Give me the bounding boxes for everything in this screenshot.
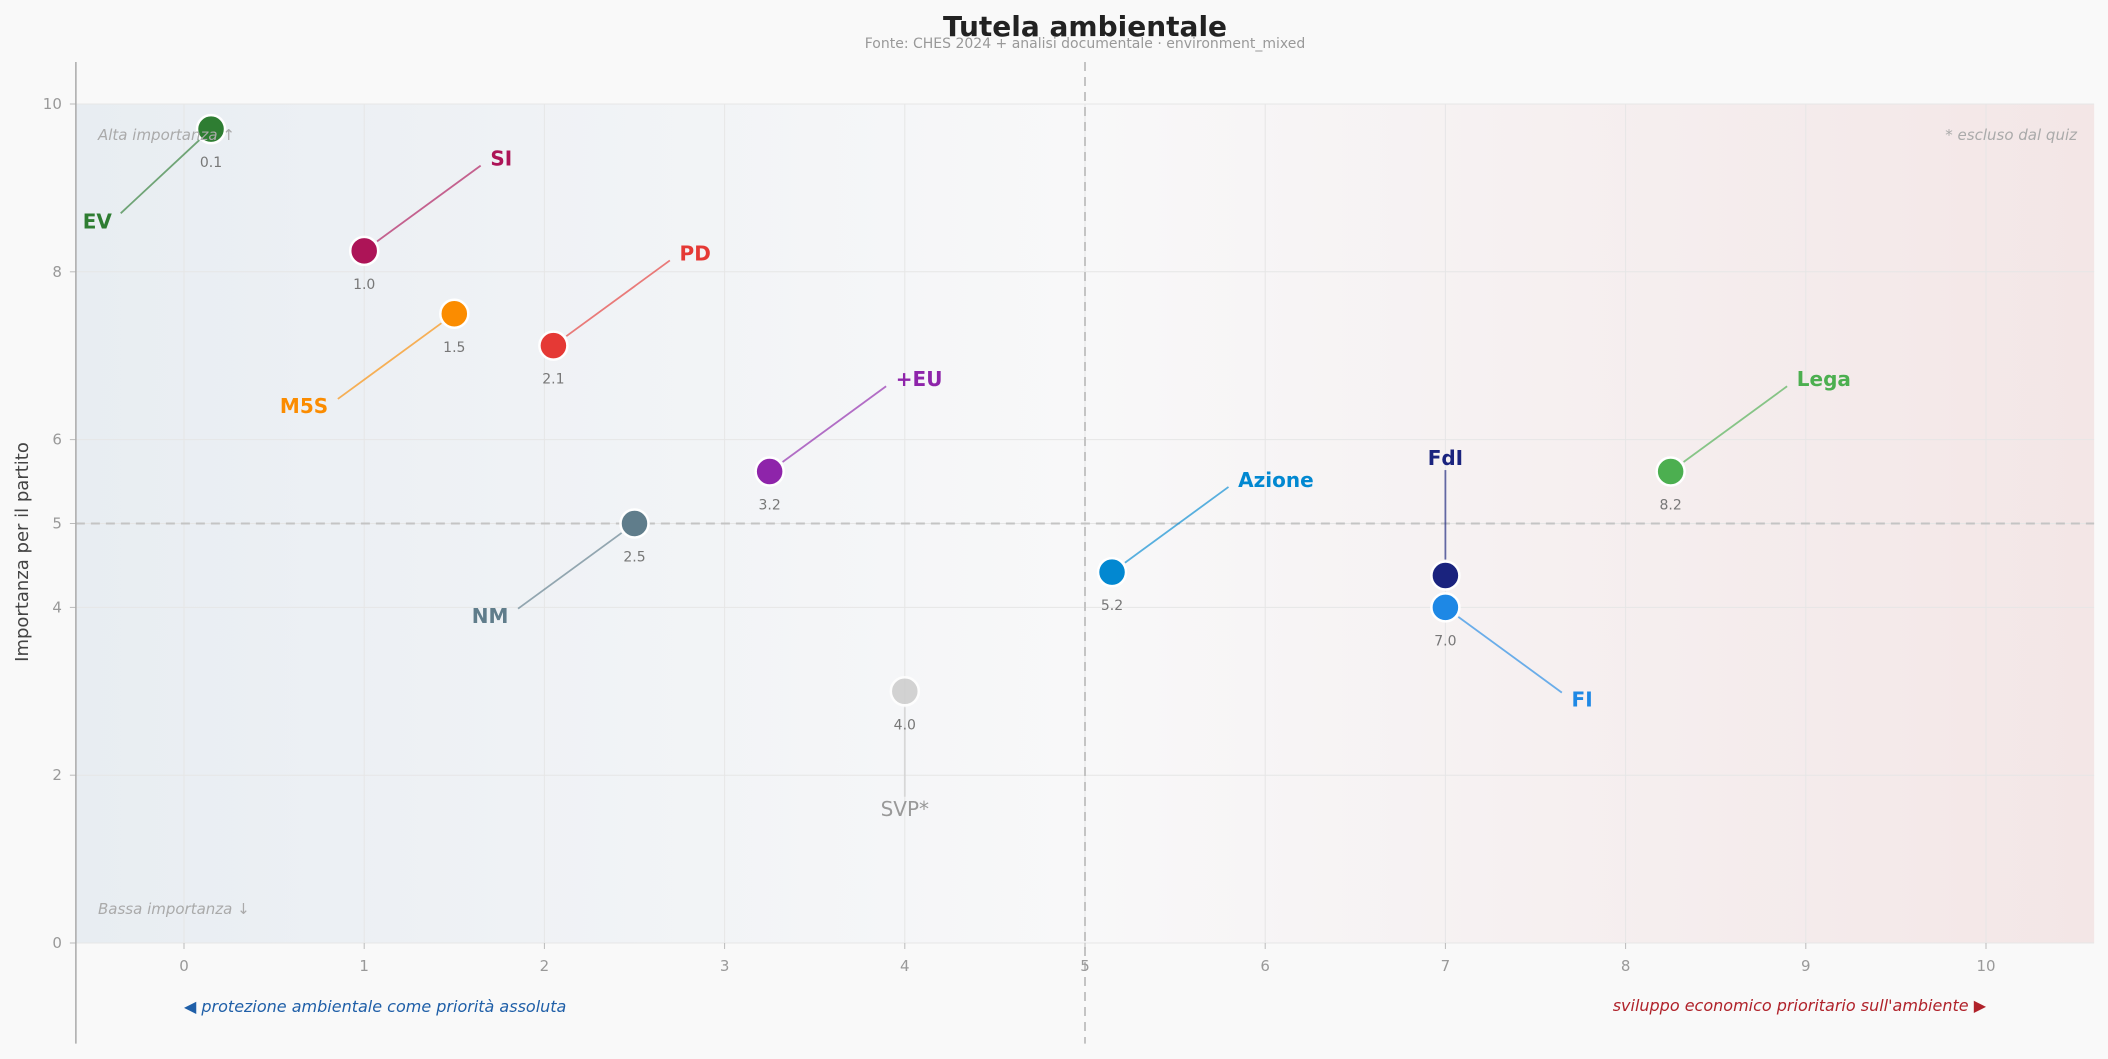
leader-line-m5s	[337, 322, 442, 400]
value-label-nm: 2.5	[623, 550, 645, 566]
value-label-eu: 3.2	[759, 497, 781, 513]
x-tick-label: 2	[540, 957, 550, 975]
chart-title: Tutela ambientale	[943, 10, 1227, 43]
value-label-azione: 5.2	[1101, 598, 1123, 614]
leader-line-lega	[1683, 385, 1788, 463]
x-tick-label: 7	[1441, 957, 1451, 975]
x-tick-label: 3	[720, 957, 730, 975]
leader-line-fi	[1457, 616, 1563, 694]
party-label-pd: PD	[680, 241, 711, 265]
y-tick-label: 5	[52, 515, 62, 533]
party-label-azione: Azione	[1238, 468, 1314, 492]
x-tick-label: 1	[359, 957, 369, 975]
data-marks: EV 0.1 SI 1.0 M5S 1.5 PD 2.1 +EU 3.2 NM 2.5 SVP* 4.0 A…	[83, 113, 1851, 821]
x-tick-label: 9	[1801, 957, 1811, 975]
axes: 0 1 2 3 4 5 6 7 8 9 10 0 2 4 5 6 8 10	[43, 62, 1996, 1044]
annotation-high-importance: Alta importanza ↑	[97, 126, 235, 144]
y-tick-label: 0	[52, 934, 62, 952]
point-fdi	[1430, 560, 1461, 591]
x-tick-label: 4	[900, 957, 910, 975]
y-axis-label: Importanza per il partito	[12, 442, 33, 662]
point-fi	[1430, 592, 1461, 623]
leader-line-si	[376, 164, 482, 243]
leader-line-azione	[1124, 486, 1230, 564]
x-tick-label: 8	[1621, 957, 1631, 975]
leader-line-eu	[782, 385, 887, 463]
right-pole-label: sviluppo economico prioritario sull'ambi…	[1613, 996, 1987, 1015]
party-label-fdi: FdI	[1428, 446, 1463, 470]
point-si	[348, 235, 380, 267]
leader-line-pd	[565, 259, 671, 337]
value-label-fi: 7.0	[1434, 633, 1456, 649]
point-pd	[538, 330, 569, 361]
value-label-svp: 4.0	[894, 717, 916, 733]
y-tick-label: 6	[52, 431, 62, 449]
y-tick-label: 10	[43, 95, 62, 113]
x-tick-label: 0	[179, 957, 189, 975]
point-lega	[1655, 456, 1686, 487]
party-label-m5s: M5S	[280, 394, 328, 418]
value-label-si: 1.0	[353, 277, 375, 293]
value-label-pd: 2.1	[542, 372, 564, 388]
party-label-nm: NM	[472, 604, 509, 628]
point-svp	[889, 676, 921, 707]
y-tick-label: 4	[52, 598, 62, 616]
point-nm	[619, 508, 650, 539]
y-tick-label: 2	[52, 766, 62, 784]
value-label-lega: 8.2	[1660, 497, 1682, 513]
annotation-excluded-note: * escluso dal quiz	[1945, 126, 2078, 144]
x-tick-label: 10	[1976, 957, 1995, 975]
value-label-m5s: 1.5	[443, 340, 465, 356]
x-tick-label: 6	[1260, 957, 1270, 975]
grid	[75, 62, 2095, 1044]
chart-subtitle: Fonte: CHES 2024 + analisi documentale ·…	[865, 36, 1306, 52]
point-m5s	[439, 298, 470, 329]
point-eu	[754, 456, 785, 487]
party-label-fi: FI	[1572, 688, 1593, 712]
point-ev	[195, 113, 227, 145]
party-label-eu: +EU	[896, 367, 943, 391]
left-pole-label: ◀ protezione ambientale come priorità as…	[184, 997, 566, 1016]
party-label-si: SI	[490, 147, 512, 171]
party-label-ev: EV	[83, 209, 113, 233]
leader-line-nm	[517, 532, 623, 610]
leader-line-ev	[120, 139, 200, 214]
point-azione	[1096, 556, 1128, 588]
party-label-svp: SVP*	[881, 797, 929, 821]
value-label-ev: 0.1	[200, 155, 222, 171]
y-tick-label: 8	[52, 263, 62, 281]
annotation-low-importance: Bassa importanza ↓	[98, 900, 250, 918]
x-tick-label: 5	[1080, 957, 1090, 975]
party-label-lega: Lega	[1797, 367, 1851, 391]
